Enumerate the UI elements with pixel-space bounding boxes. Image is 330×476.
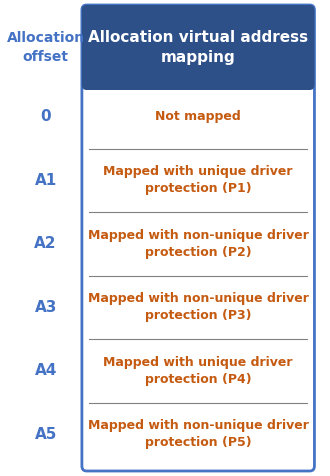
Bar [86,48,310,85]
Text: Mapped with unique driver
protection (P4): Mapped with unique driver protection (P4… [103,356,293,386]
Text: Mapped with non-unique driver
protection (P5): Mapped with non-unique driver protection… [88,419,309,449]
FancyBboxPatch shape [82,5,314,90]
Text: A2: A2 [34,236,57,251]
FancyBboxPatch shape [82,5,314,471]
Text: Mapped with non-unique driver
protection (P3): Mapped with non-unique driver protection… [88,292,309,322]
Text: Not mapped: Not mapped [155,110,241,123]
Text: A4: A4 [34,363,57,378]
Text: Allocation
offset: Allocation offset [7,31,85,64]
Text: Allocation virtual address
mapping: Allocation virtual address mapping [88,30,308,65]
Text: Mapped with non-unique driver
protection (P2): Mapped with non-unique driver protection… [88,229,309,259]
Text: Mapped with unique driver
protection (P1): Mapped with unique driver protection (P1… [103,165,293,195]
Text: A5: A5 [34,427,57,442]
Text: 0: 0 [40,109,51,124]
Text: A3: A3 [34,300,57,315]
Text: A1: A1 [35,173,57,188]
